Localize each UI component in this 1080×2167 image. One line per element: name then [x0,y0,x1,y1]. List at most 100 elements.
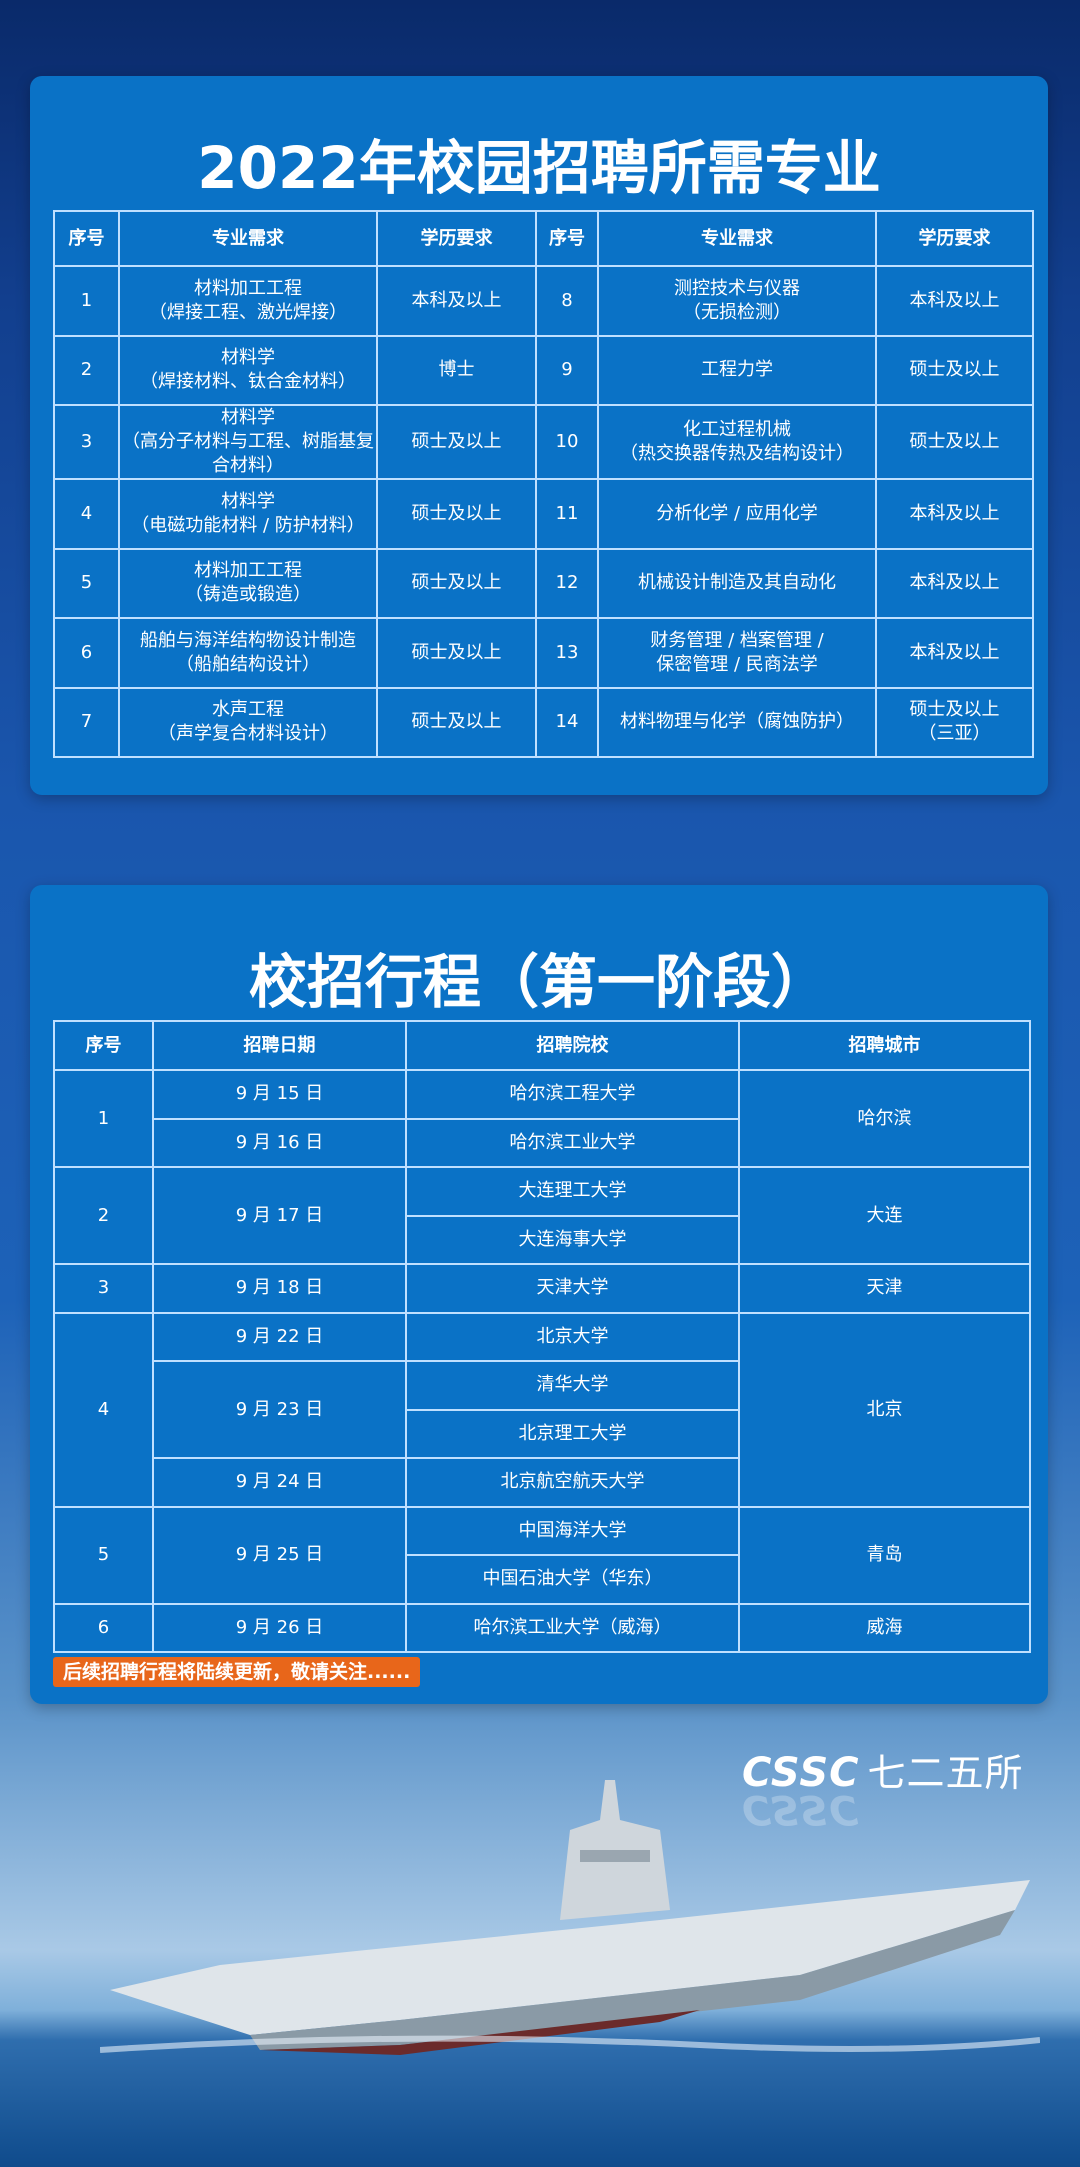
major-name: 材料学 （电磁功能材料 / 防护材料） [118,478,378,550]
majors-header-cell: 学历要求 [376,210,537,267]
major-name: 船舶与海洋结构物设计制造 （船舶结构设计） [118,617,378,689]
majors-table: 序号 专业需求 学历要求 序号 专业需求 学历要求 1 材料加工工程 （焊接工程、激光焊接）… [53,210,1034,758]
major-number: 4 [53,478,120,550]
major-degree: 硕士及以上 [875,334,1034,406]
schedule-number: 5 [53,1505,154,1605]
schedule-table-row: 大连海事大学 [54,1214,1030,1265]
schedule-school: 哈尔滨工程大学 [405,1069,740,1120]
schedule-table-row: 9 月 24 日北京航空航天大学 [54,1457,1030,1508]
schedule-date: 9 月 26 日 [152,1602,407,1653]
major-name: 财务管理 / 档案管理 / 保密管理 / 民商法学 [597,617,877,689]
aircraft-carrier-image [100,1780,1040,2055]
schedule-school: 天津大学 [405,1263,740,1314]
majors-header-cell: 序号 [53,210,120,267]
schedule-table-row: 9 月 23 日清华大学 [54,1360,1030,1459]
schedule-city: 威海 [738,1602,1031,1653]
majors-panel: 2022年校园招聘所需专业 序号 专业需求 学历要求 序号 专业需求 学历要求 1 材料加工… [30,76,1048,795]
update-notice: 后续招聘行程将陆续更新，敬请关注...... [53,1657,421,1687]
major-name: 机械设计制造及其自动化 [597,547,877,619]
major-degree: 硕士及以上 [376,478,537,550]
major-name: 化工过程机械 （热交换器传热及结构设计） [597,404,877,480]
schedule-city: 天津 [738,1263,1031,1314]
major-name: 材料加工工程 （焊接工程、激光焊接） [118,265,378,337]
schedule-city: 大连 [738,1166,1031,1265]
schedule-date: 9 月 15 日 [152,1069,407,1120]
schedule-number: 2 [53,1166,154,1265]
major-number: 2 [53,334,120,406]
schedule-header-cell: 招聘城市 [738,1020,1031,1071]
cssc-logo: CSSC 七二五所 [742,1742,1024,1797]
schedule-date: 9 月 17 日 [152,1166,407,1265]
major-number: 5 [53,547,120,619]
schedule-header-cell: 招聘院校 [405,1020,740,1071]
major-degree: 本科及以上 [875,265,1034,337]
majors-header-cell: 学历要求 [875,210,1034,267]
majors-table-row: 2 材料学 （焊接材料、钛合金材料） 博士 9 工程力学 硕士及以上 [53,334,1034,406]
schedule-city: 哈尔滨 [738,1069,1031,1168]
major-number: 8 [535,265,599,337]
major-number: 14 [535,686,599,758]
major-name: 材料学 （高分子材料与工程、树脂基复合材料） [118,404,378,480]
schedule-number: 6 [53,1602,154,1653]
major-number: 10 [535,404,599,480]
major-number: 3 [53,404,120,480]
major-number: 13 [535,617,599,689]
major-number: 9 [535,334,599,406]
schedule-city: 北京 [738,1311,1031,1508]
major-degree: 硕士及以上 [875,404,1034,480]
schedule-school: 中国石油大学（华东） [405,1554,740,1605]
major-degree: 本科及以上 [875,547,1034,619]
major-degree: 硕士及以上 [376,547,537,619]
logo-name: 七二五所 [867,1751,1024,1795]
major-degree: 硕士及以上 （三亚） [875,686,1034,758]
majors-table-row: 4 材料学 （电磁功能材料 / 防护材料） 硕士及以上 11 分析化学 / 应用化学 本科… [53,478,1034,550]
logo-brand: CSSC [742,1750,860,1796]
schedule-date: 9 月 25 日 [152,1505,407,1605]
schedule-school: 中国海洋大学 [405,1505,740,1556]
major-degree: 博士 [376,334,537,406]
major-name: 分析化学 / 应用化学 [597,478,877,550]
schedule-number: 3 [53,1263,154,1314]
majors-table-row: 6 船舶与海洋结构物设计制造 （船舶结构设计） 硕士及以上 13 财务管理 / 档案管理… [53,617,1034,689]
major-degree: 硕士及以上 [376,617,537,689]
major-number: 1 [53,265,120,337]
schedule-header-cell: 序号 [53,1020,154,1071]
schedule-number: 4 [53,1311,154,1508]
major-number: 7 [53,686,120,758]
major-name: 测控技术与仪器 （无损检测） [597,265,877,337]
majors-header-cell: 序号 [535,210,599,267]
schedule-date: 9 月 16 日 [152,1117,407,1168]
schedule-date: 9 月 18 日 [152,1263,407,1314]
major-number: 11 [535,478,599,550]
majors-title: 2022年校园招聘所需专业 [197,134,881,202]
majors-table-row: 3 材料学 （高分子材料与工程、树脂基复合材料） 硕士及以上 10 化工过程机械 （热交… [53,404,1034,480]
schedule-school: 大连海事大学 [405,1214,740,1265]
schedule-date: 9 月 23 日 [152,1360,407,1459]
major-degree: 本科及以上 [875,478,1034,550]
schedule-school: 大连理工大学 [405,1166,740,1217]
major-degree: 硕士及以上 [376,686,537,758]
major-degree: 本科及以上 [875,617,1034,689]
schedule-header-cell: 招聘日期 [152,1020,407,1071]
major-number: 6 [53,617,120,689]
schedule-number: 1 [53,1069,154,1168]
major-name: 水声工程 （声学复合材料设计） [118,686,378,758]
schedule-date: 9 月 24 日 [152,1457,407,1508]
major-name: 材料物理与化学（腐蚀防护） [597,686,877,758]
schedule-table-row: 9 月 16 日哈尔滨工业大学 [54,1117,1030,1168]
schedule-school: 北京大学 [405,1311,740,1362]
majors-header-cell: 专业需求 [118,210,378,267]
major-number: 12 [535,547,599,619]
schedule-table-row: 北京理工大学 [54,1408,1030,1459]
major-name: 材料学 （焊接材料、钛合金材料） [118,334,378,406]
schedule-school: 清华大学 [405,1360,740,1411]
schedule-school: 哈尔滨工业大学 [405,1117,740,1168]
majors-header-cell: 专业需求 [597,210,877,267]
schedule-school: 北京航空航天大学 [405,1457,740,1508]
